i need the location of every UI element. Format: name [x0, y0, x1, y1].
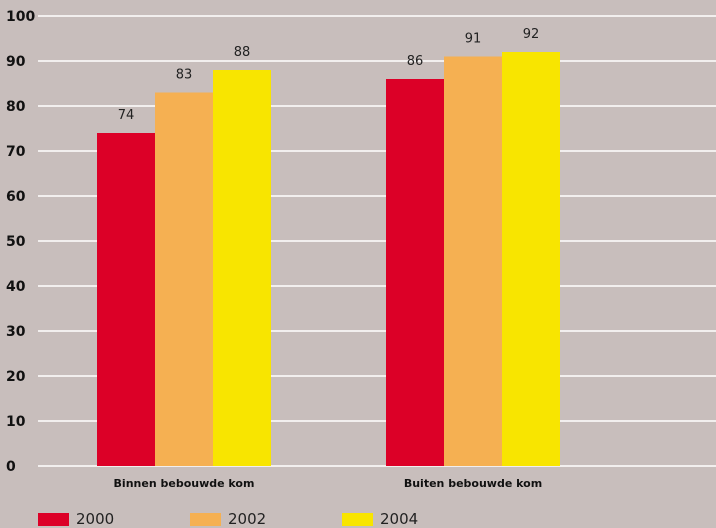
legend-item-2002: 2002: [190, 510, 342, 528]
y-tick-label-10: 10: [6, 414, 26, 430]
y-axis-tick-labels: 0 10 20 30 40 50 60 70 80 90 100: [6, 9, 35, 475]
legend-label-2000: 2000: [76, 510, 115, 528]
bar-2002-2: [444, 56, 502, 466]
y-tick-label-60: 60: [6, 189, 26, 205]
bar-label-2004-1: 88: [234, 45, 251, 60]
bar-2002-1: [155, 92, 213, 466]
legend-item-2004: 2004: [342, 510, 494, 528]
legend-label-2004: 2004: [380, 510, 419, 528]
y-tick-label-90: 90: [6, 54, 26, 70]
x-category-label-2: Buiten bebouwde kom: [404, 477, 542, 490]
y-tick-label-100: 100: [6, 9, 35, 25]
y-tick-label-80: 80: [6, 99, 26, 115]
y-tick-label-50: 50: [6, 234, 26, 250]
x-category-label-1: Binnen bebouwde kom: [114, 477, 255, 490]
bars: [97, 52, 560, 466]
legend-swatch-2002: [190, 512, 221, 526]
bar-2004-2: [502, 52, 560, 466]
bar-value-labels: 74 83 88 86 91 92: [118, 27, 540, 123]
bar-2004-1: [213, 70, 271, 466]
y-tick-label-70: 70: [6, 144, 26, 160]
bar-label-2000-1: 74: [118, 108, 135, 123]
legend-label-2002: 2002: [228, 510, 267, 528]
bar-label-2000-2: 86: [407, 54, 424, 69]
bar-label-2002-2: 91: [465, 32, 482, 47]
legend-swatch-2004: [342, 512, 373, 526]
bar-label-2004-2: 92: [523, 27, 540, 42]
legend: 2000 2002 2004: [38, 510, 494, 528]
legend-item-2000: 2000: [38, 510, 190, 528]
x-axis-category-labels: Binnen bebouwde kom Buiten bebouwde kom: [114, 477, 543, 490]
bar-label-2002-1: 83: [176, 68, 193, 83]
bar-2000-1: [97, 133, 155, 466]
y-tick-label-0: 0: [6, 459, 16, 475]
bar-2000-2: [386, 79, 444, 466]
y-tick-label-20: 20: [6, 369, 26, 385]
y-tick-label-30: 30: [6, 324, 26, 340]
y-tick-label-40: 40: [6, 279, 26, 295]
legend-swatch-2000: [38, 512, 69, 526]
